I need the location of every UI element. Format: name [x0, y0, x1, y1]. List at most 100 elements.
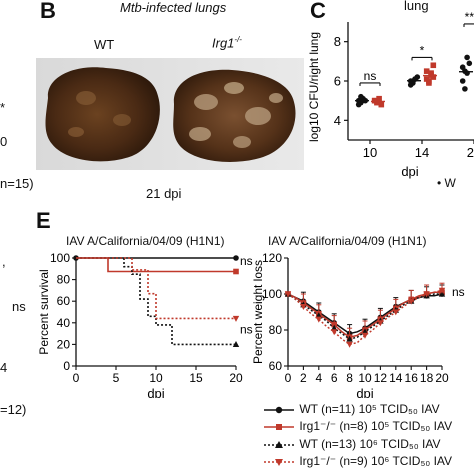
survival-x-tick-label: 15	[189, 371, 203, 385]
panel-c-point-irg	[378, 101, 385, 108]
panel-c-x-tick-label: 21	[467, 145, 474, 160]
survival-y-label: Percent survival	[37, 269, 51, 354]
panel-c-legend-fragment: • W	[437, 176, 456, 190]
survival-ns-bottom: ns	[240, 322, 253, 336]
panel-c-point-irg	[423, 68, 430, 74]
survival-end-marker-3	[232, 315, 240, 322]
left-fragment-zero: 0	[0, 134, 8, 149]
survival-y-tick-label: 0	[63, 359, 70, 373]
panel-c-point-irg	[423, 76, 430, 82]
survival-end-marker-2	[232, 341, 240, 347]
panel-c-point-irg	[430, 74, 437, 80]
legend-item-wt-1e5: WT (n=11) 10⁵ TCID₅₀ IAV	[262, 402, 440, 416]
panel-c-y-tick-label: 4	[334, 113, 341, 128]
legend-item-wt-1e6: WT (n=13) 10⁶ TCID₅₀ IAV	[262, 437, 440, 451]
panel-b-irg-label: Irg1-/-	[212, 35, 242, 50]
survival-end-marker-1	[233, 268, 239, 275]
weight-x-label: dpi	[356, 386, 373, 398]
weight-point-3	[315, 316, 322, 323]
panel-c-letter: C	[310, 0, 326, 23]
panel-b-letter: B	[40, 0, 56, 23]
weight-y-label: Percent weight loss	[251, 260, 265, 364]
weight-point-3	[438, 287, 446, 294]
weight-x-tick-label: 8	[346, 371, 353, 385]
survival-line-1	[76, 257, 236, 273]
weight-x-tick-label: 20	[435, 371, 449, 385]
legend-swatch-irg-1e6	[264, 458, 294, 466]
panel-c-point-irg	[426, 80, 432, 86]
survival-x-tick-label: 0	[73, 371, 80, 385]
weight-y-tick-label: 80	[269, 323, 283, 337]
panel-c-point-irg	[428, 70, 434, 76]
weight-x-tick-label: 16	[405, 371, 419, 385]
panel-c-x-tick-label: 14	[415, 145, 429, 160]
left-fragment-tick: ,	[2, 254, 6, 269]
panel-b-wt-label: WT	[94, 37, 115, 52]
weight-x-tick-label: 18	[420, 371, 434, 385]
survival-x-label: dpi	[147, 386, 164, 398]
legend-swatch-irg-1e5	[264, 423, 294, 430]
weight-point-3	[423, 291, 430, 298]
weight-x-tick-label: 4	[315, 371, 322, 385]
weight-point-3	[331, 329, 338, 336]
survival-y-tick-label: 60	[57, 294, 71, 308]
panel-b-irg-text: Irg1	[212, 35, 235, 51]
survival-line-2	[76, 257, 236, 346]
weight-point-3	[284, 291, 292, 298]
panel-c-y-tick-label: 6	[334, 74, 341, 89]
panel-c-point-irg	[371, 97, 378, 104]
panel-c-x-label: dpi	[401, 164, 418, 179]
panel-e-letter: E	[36, 208, 51, 233]
survival-y-tick-label: 40	[57, 316, 71, 330]
weight-point-1	[331, 321, 337, 328]
legend-label-irg-1e6: Irg1⁻/⁻ (n=9) 10⁶ TCID₅₀ IAV	[299, 454, 453, 468]
weight-x-tick-label: 2	[300, 371, 307, 385]
panel-c-point-wt	[466, 60, 473, 67]
panel-c-y-label: log10 CFU/right lung	[307, 32, 321, 142]
weight-loss-chart: 60 80 100 120 0 2 4 6 8 10 12 14 16 18 20 dpi Percent we…	[251, 251, 465, 398]
weight-x-tick-label: 10	[358, 371, 372, 385]
left-fragment-four: 4	[0, 360, 8, 375]
survival-y-tick-label: 100	[50, 251, 70, 265]
survival-chart: 0 20 40 60 80 100 0 5 10 15 20 dpi Percent survival n…	[37, 251, 253, 398]
legend-label-irg-1e5: Irg1⁻/⁻ (n=8) 10⁵ TCID₅₀ IAV	[299, 419, 453, 433]
panel-c-point-wt	[462, 86, 468, 92]
panel-c-point-irg	[376, 95, 382, 102]
survival-line-3	[76, 257, 236, 320]
survival-y-tick-label: 20	[57, 337, 71, 351]
panel-c-point-wt	[464, 54, 470, 61]
weight-x-tick-label: 12	[374, 371, 388, 385]
survival-end-marker-0	[233, 255, 239, 261]
lung-photograph	[36, 58, 304, 170]
legend-item-irg-1e5: Irg1⁻/⁻ (n=8) 10⁵ TCID₅₀ IAV	[262, 419, 452, 433]
panel-c-sig-label: ns	[364, 69, 377, 83]
weight-y-tick-label: 100	[262, 287, 282, 301]
weight-x-tick-label: 6	[331, 371, 338, 385]
survival-x-tick-label: 10	[149, 371, 163, 385]
legend-swatch-wt-1e5	[264, 406, 294, 414]
weight-x-tick-label: 0	[285, 371, 292, 385]
left-fragment-n15: n=15)	[0, 176, 34, 191]
weight-ns: ns	[452, 285, 465, 299]
weight-y-tick-label: 60	[269, 359, 283, 373]
weight-point-3	[361, 332, 369, 339]
weight-point-3	[377, 320, 384, 327]
panel-c-sig-label: ****	[465, 10, 474, 24]
left-fragment-star: *	[0, 100, 6, 115]
legend-swatch-wt-1e6	[264, 440, 294, 448]
survival-ns-top: ns	[240, 254, 253, 268]
left-fragment-ns: ns	[12, 299, 26, 314]
panel-c-point-wt	[459, 78, 466, 84]
weight-line-3	[287, 289, 443, 346]
panel-b-title: Mtb-infected lungs	[120, 0, 227, 15]
panel-b-irg-sup: -/-	[234, 35, 242, 44]
panel-b-dpi-label: 21 dpi	[146, 186, 182, 201]
survival-y-tick-label: 80	[57, 273, 71, 287]
legend-label-wt-1e5: WT (n=11) 10⁵ TCID₅₀ IAV	[299, 402, 440, 416]
panel-c-sig-label: *	[420, 43, 425, 57]
weight-point-3	[408, 298, 415, 305]
panel-c-point-wt	[358, 93, 364, 100]
panel-e-left-title: IAV A/California/04/09 (H1N1)	[66, 234, 225, 248]
legend-item-irg-1e6: Irg1⁻/⁻ (n=9) 10⁶ TCID₅₀ IAV	[262, 454, 452, 468]
